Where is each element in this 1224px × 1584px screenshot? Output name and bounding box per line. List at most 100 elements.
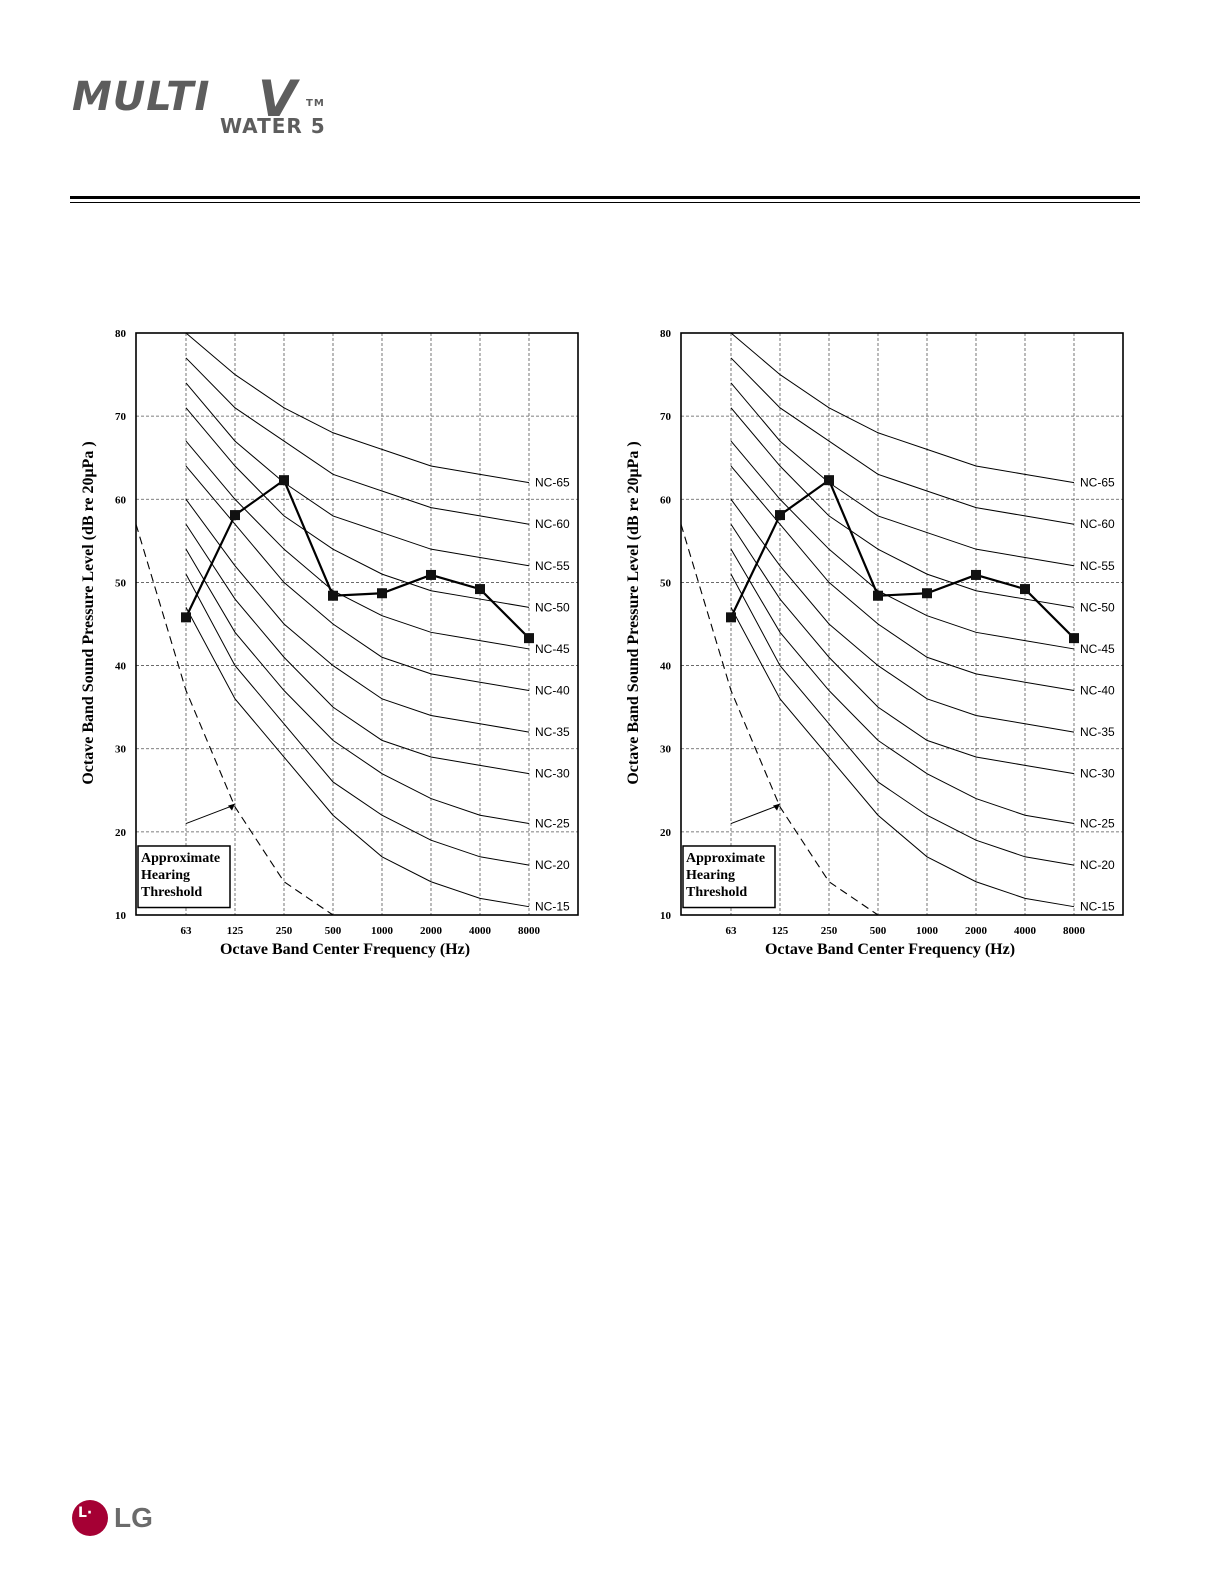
threshold-arrow-head [228,803,235,811]
measured-point [475,584,485,595]
chart-svg: NC-65 NC-60 NC-55 NC-50 NC-45 NC-40 NC-35 NC-30… [80,328,579,958]
nc-curve-label: NC-55 [535,559,570,573]
y-tick-label: 40 [115,661,127,673]
logo-tm-text: TM [306,98,325,109]
threshold-label-box [682,845,776,909]
nc-curve-label: NC-65 [535,476,570,490]
y-axis-title: Octave Band Sound Pressure Level (dB re … [80,441,97,784]
threshold-label-text: Threshold [141,885,202,900]
nc-curve [730,407,1075,608]
nc-curve [730,332,1075,484]
logo-v-text: V [258,70,298,128]
measured-point [971,569,981,580]
y-tick-label: 20 [660,827,672,839]
nc-curve [730,523,1075,775]
x-tick-label: 8000 [518,925,541,937]
measured-point [279,475,289,486]
x-tick-label: 500 [870,925,887,937]
y-tick-label: 70 [115,411,127,423]
x-tick-label: 1000 [371,925,394,937]
measured-point [377,588,387,599]
x-tick-label: 125 [227,925,244,937]
nc-curve-label: NC-45 [1080,642,1115,656]
header-rule-thick [70,196,1140,199]
nc-curve-label: NC-60 [535,517,570,531]
nc-curve-label: NC-65 [1080,476,1115,490]
measured-point [230,510,240,521]
threshold-arrow-line [185,805,234,825]
threshold-label-text: Hearing [686,868,735,883]
lg-logo-text: LG [114,1502,153,1533]
y-axis-title: Octave Band Sound Pressure Level (dB re … [625,441,642,784]
threshold-label-text: Approximate [141,851,220,866]
threshold-label-text: Hearing [141,868,190,883]
header-rule-thin [70,202,1140,203]
nc-curve [730,465,1075,692]
nc-curve-label: NC-40 [1080,684,1115,698]
y-tick-label: 20 [115,827,127,839]
measured-point [775,510,785,521]
measured-series-line [730,478,1075,639]
nc-curve [185,332,530,484]
hearing-threshold-curve [680,524,879,916]
nc-curve-label: NC-35 [535,725,570,739]
x-tick-label: 4000 [1014,925,1037,937]
measured-point [524,633,534,644]
nc-curve [730,382,1075,567]
threshold-arrow-head [773,803,780,811]
nc-curve [185,407,530,608]
nc-chart-right: NC-65 NC-60 NC-55 NC-50 NC-45 NC-40 NC-35 NC-30… [615,318,1135,968]
nc-curve [185,465,530,692]
y-tick-label: 50 [115,577,127,589]
nc-curve [730,440,1075,650]
nc-curve [185,573,530,866]
y-tick-label: 60 [115,494,127,506]
x-tick-label: 1000 [916,925,939,937]
nc-curve-label: NC-55 [1080,559,1115,573]
nc-curve [185,440,530,650]
nc-curve [185,548,530,825]
x-tick-label: 125 [772,925,789,937]
measured-point [181,612,191,623]
threshold-label-text: Approximate [686,851,765,866]
nc-curve-label: NC-40 [535,684,570,698]
multi-v-water5-logo: MULTI V TM WATER 5 [68,70,328,140]
nc-curve-label: NC-50 [1080,600,1115,614]
x-tick-label: 500 [325,925,342,937]
nc-curve [185,382,530,567]
nc-curve-label: NC-20 [1080,858,1115,872]
nc-curve-label: NC-15 [535,900,570,914]
measured-point [1020,584,1030,595]
measured-point [824,475,834,486]
x-tick-label: 250 [821,925,838,937]
measured-point [922,588,932,599]
y-tick-label: 70 [660,411,672,423]
x-tick-label: 63 [181,925,193,937]
nc-curve-label: NC-35 [1080,725,1115,739]
y-tick-label: 60 [660,494,672,506]
nc-curve [185,523,530,775]
nc-curve-label: NC-15 [1080,900,1115,914]
nc-curve [185,607,530,908]
y-tick-label: 80 [115,328,127,340]
threshold-label-box [137,845,231,909]
nc-curve [730,573,1075,866]
measured-series-line [185,478,530,639]
logo-sub-text: WATER 5 [220,114,326,138]
y-tick-label: 10 [115,910,127,922]
x-tick-label: 250 [276,925,293,937]
threshold-label-text: Threshold [686,885,747,900]
nc-curve-label: NC-45 [535,642,570,656]
nc-curve-label: NC-50 [535,600,570,614]
measured-point [873,590,883,601]
y-tick-label: 40 [660,661,672,673]
measured-point [328,590,338,601]
nc-curve [730,548,1075,825]
measured-point [1069,633,1079,644]
chart-svg: NC-65 NC-60 NC-55 NC-50 NC-45 NC-40 NC-35 NC-30… [625,328,1124,958]
x-axis-title: Octave Band Center Frequency (Hz) [220,941,470,958]
measured-point [726,612,736,623]
x-tick-label: 2000 [965,925,988,937]
y-tick-label: 80 [660,328,672,340]
x-tick-label: 4000 [469,925,492,937]
